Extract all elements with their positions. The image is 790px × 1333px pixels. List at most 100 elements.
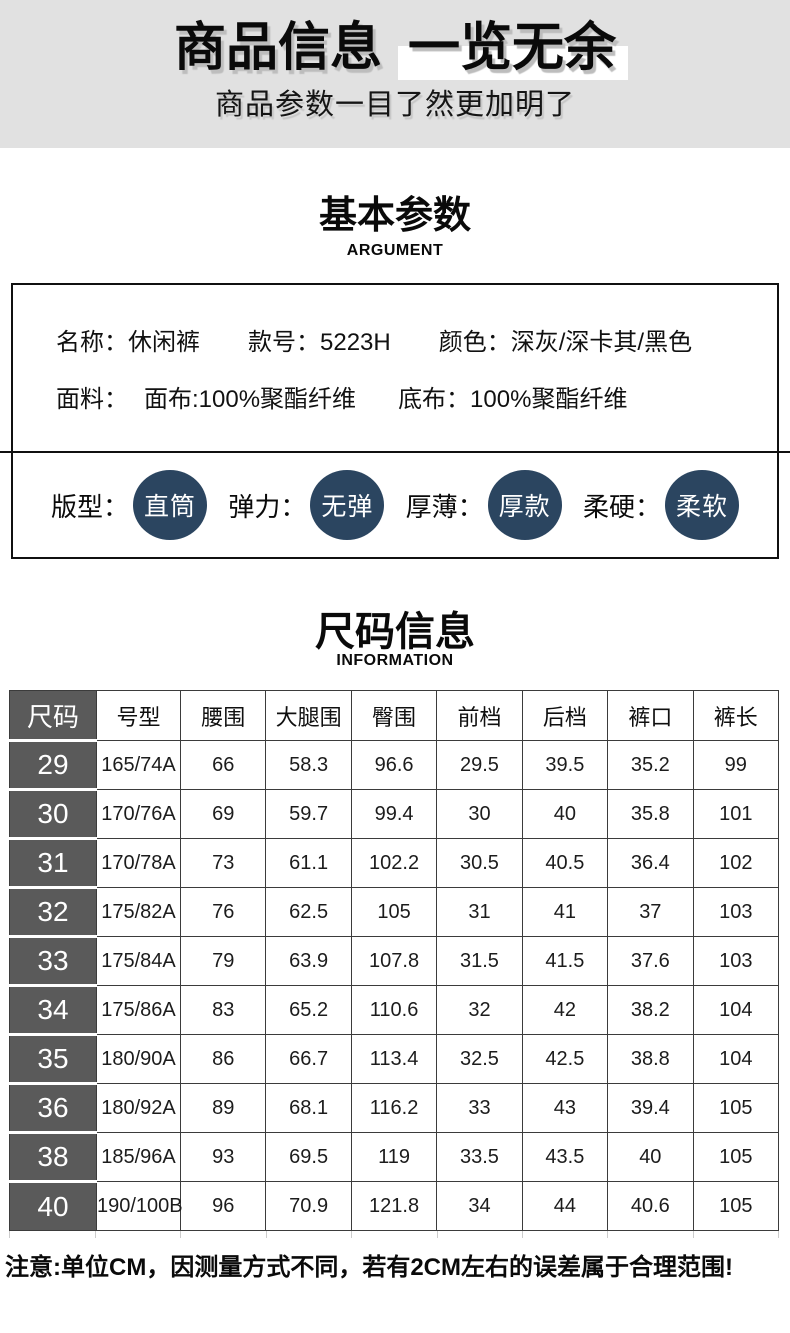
table-edge-stubs [9, 1231, 779, 1238]
value-cell: 36.4 [607, 838, 694, 888]
value-cell: 35.8 [607, 789, 694, 839]
size-cell: 40 [9, 1180, 97, 1231]
value-cell: 101 [692, 789, 780, 839]
value-cell: 40 [521, 789, 609, 839]
attribute-circle: 柔软 [665, 470, 739, 540]
table-row: 36 180/92A 89 68.1 116.2 33 43 39.4 105 [9, 1082, 780, 1134]
table-row: 30 170/76A 69 59.7 99.4 30 40 35.8 101 [9, 788, 780, 840]
value-cell: 96.6 [350, 740, 438, 790]
value-cell: 31 [436, 887, 523, 937]
value-cell: 93 [179, 1132, 267, 1182]
value-cell: 39.4 [607, 1083, 694, 1133]
title-highlight: 一览无余 [408, 19, 617, 77]
value-cell: 44 [521, 1181, 609, 1231]
column-header: 腰围 [179, 690, 267, 741]
table-row: 35 180/90A 86 66.7 113.4 32.5 42.5 38.8 104 [9, 1033, 780, 1085]
column-header: 裤口 [607, 690, 694, 741]
column-header: 裤长 [692, 690, 780, 741]
table-row: 29 165/74A 66 58.3 96.6 29.5 39.5 35.2 99 [9, 739, 780, 791]
value-cell: 83 [179, 985, 267, 1035]
field-fabric-label: 面料： [56, 386, 128, 413]
value-cell: 73 [179, 838, 267, 888]
attribute-circle: 无弹 [310, 470, 385, 540]
attribute-circle: 直筒 [133, 470, 208, 540]
value-cell: 79 [179, 936, 267, 986]
value-cell: 175/86A [96, 985, 181, 1035]
value-cell: 35.2 [607, 740, 694, 790]
field-style-no-value: 5223H [320, 329, 391, 356]
value-cell: 63.9 [265, 936, 352, 986]
value-cell: 66 [179, 740, 267, 790]
info-row-1: 名称：休闲裤 款号：5223H 颜色：深灰/深卡其/黑色 [56, 322, 777, 357]
value-cell: 40 [607, 1132, 694, 1182]
value-cell: 43 [521, 1083, 609, 1133]
size-cell: 31 [9, 837, 97, 889]
value-cell: 69.5 [265, 1132, 352, 1182]
value-cell: 175/82A [96, 887, 181, 937]
value-cell: 102 [692, 838, 780, 888]
field-style-no: 款号：5223H [248, 322, 391, 357]
value-cell: 41 [521, 887, 609, 937]
value-cell: 32.5 [436, 1034, 523, 1084]
column-header: 大腿围 [265, 690, 352, 741]
value-cell: 39.5 [521, 740, 609, 790]
value-cell: 31.5 [436, 936, 523, 986]
value-cell: 38.8 [607, 1034, 694, 1084]
basic-params-title: 基本参数 [318, 195, 471, 237]
measurement-note: 注意:单位CM，因测量方式不同，若有2CM左右的误差属于合理范围! [5, 1254, 733, 1281]
field-fabric-bottom: 底布：100%聚酯纤维 [398, 386, 628, 413]
value-cell: 190/100B [96, 1181, 183, 1231]
attribute-circle: 厚款 [487, 470, 562, 540]
field-fabric-top: 面布:100%聚酯纤维 [144, 386, 357, 413]
value-cell: 33.5 [436, 1132, 523, 1182]
column-header: 臀围 [350, 690, 438, 741]
value-cell: 43.5 [521, 1132, 609, 1182]
value-cell: 89 [179, 1083, 267, 1133]
value-cell: 113.4 [350, 1034, 438, 1084]
size-cell: 36 [9, 1082, 97, 1134]
size-table: 尺码 号型 腰围 大腿围 臀围 前档 后档 裤口 裤长 29 165/74A 66 58.3 96.6 2… [9, 690, 780, 1231]
size-cell: 29 [9, 739, 97, 791]
value-cell: 62.5 [265, 887, 352, 937]
size-cell: 38 [9, 1131, 97, 1183]
value-cell: 37.6 [607, 936, 694, 986]
value-cell: 116.2 [350, 1083, 438, 1133]
field-color-value: 深灰/深卡其/黑色 [510, 329, 693, 356]
size-cell: 35 [9, 1033, 97, 1085]
value-cell: 40.6 [607, 1181, 694, 1231]
attribute-stretch: 弹力： 无弹 [228, 470, 385, 540]
value-cell: 170/78A [96, 838, 181, 888]
table-row: 33 175/84A 79 63.9 107.8 31.5 41.5 37.6 103 [9, 935, 780, 987]
info-row-2: 面料： 面布:100%聚酯纤维 底布：100%聚酯纤维 [56, 379, 777, 414]
value-cell: 66.7 [265, 1034, 352, 1084]
table-row: 38 185/96A 93 69.5 119 33.5 43.5 40 105 [9, 1131, 780, 1183]
value-cell: 29.5 [436, 740, 523, 790]
value-cell: 99 [692, 740, 780, 790]
value-cell: 105 [350, 887, 438, 937]
value-cell: 119 [350, 1132, 438, 1182]
value-cell: 42.5 [521, 1034, 609, 1084]
size-info-title: 尺码信息 [315, 610, 475, 654]
attribute-softness: 柔硬： 柔软 [583, 470, 739, 540]
table-row: 32 175/82A 76 62.5 105 31 41 37 103 [9, 886, 780, 938]
attribute-label: 版型： [51, 491, 130, 522]
value-cell: 180/92A [96, 1083, 181, 1133]
size-cell: 34 [9, 984, 97, 1036]
attribute-label: 厚薄： [405, 491, 484, 522]
value-cell: 103 [692, 936, 780, 986]
value-cell: 30 [436, 789, 523, 839]
attribute-label: 弹力： [228, 491, 307, 522]
value-cell: 41.5 [521, 936, 609, 986]
value-cell: 38.2 [607, 985, 694, 1035]
column-header: 号型 [96, 690, 181, 741]
value-cell: 30.5 [436, 838, 523, 888]
hero-subtitle: 商品参数一目了然更加明了 [214, 89, 575, 122]
value-cell: 105 [692, 1132, 780, 1182]
hero-banner: 商品信息 一览无余 商品参数一目了然更加明了 [0, 0, 790, 148]
size-info-subtitle-en: INFORMATION [336, 652, 454, 669]
value-cell: 170/76A [96, 789, 181, 839]
field-color-label: 颜色： [438, 329, 511, 356]
value-cell: 103 [692, 887, 780, 937]
field-style-no-label: 款号： [248, 329, 320, 356]
